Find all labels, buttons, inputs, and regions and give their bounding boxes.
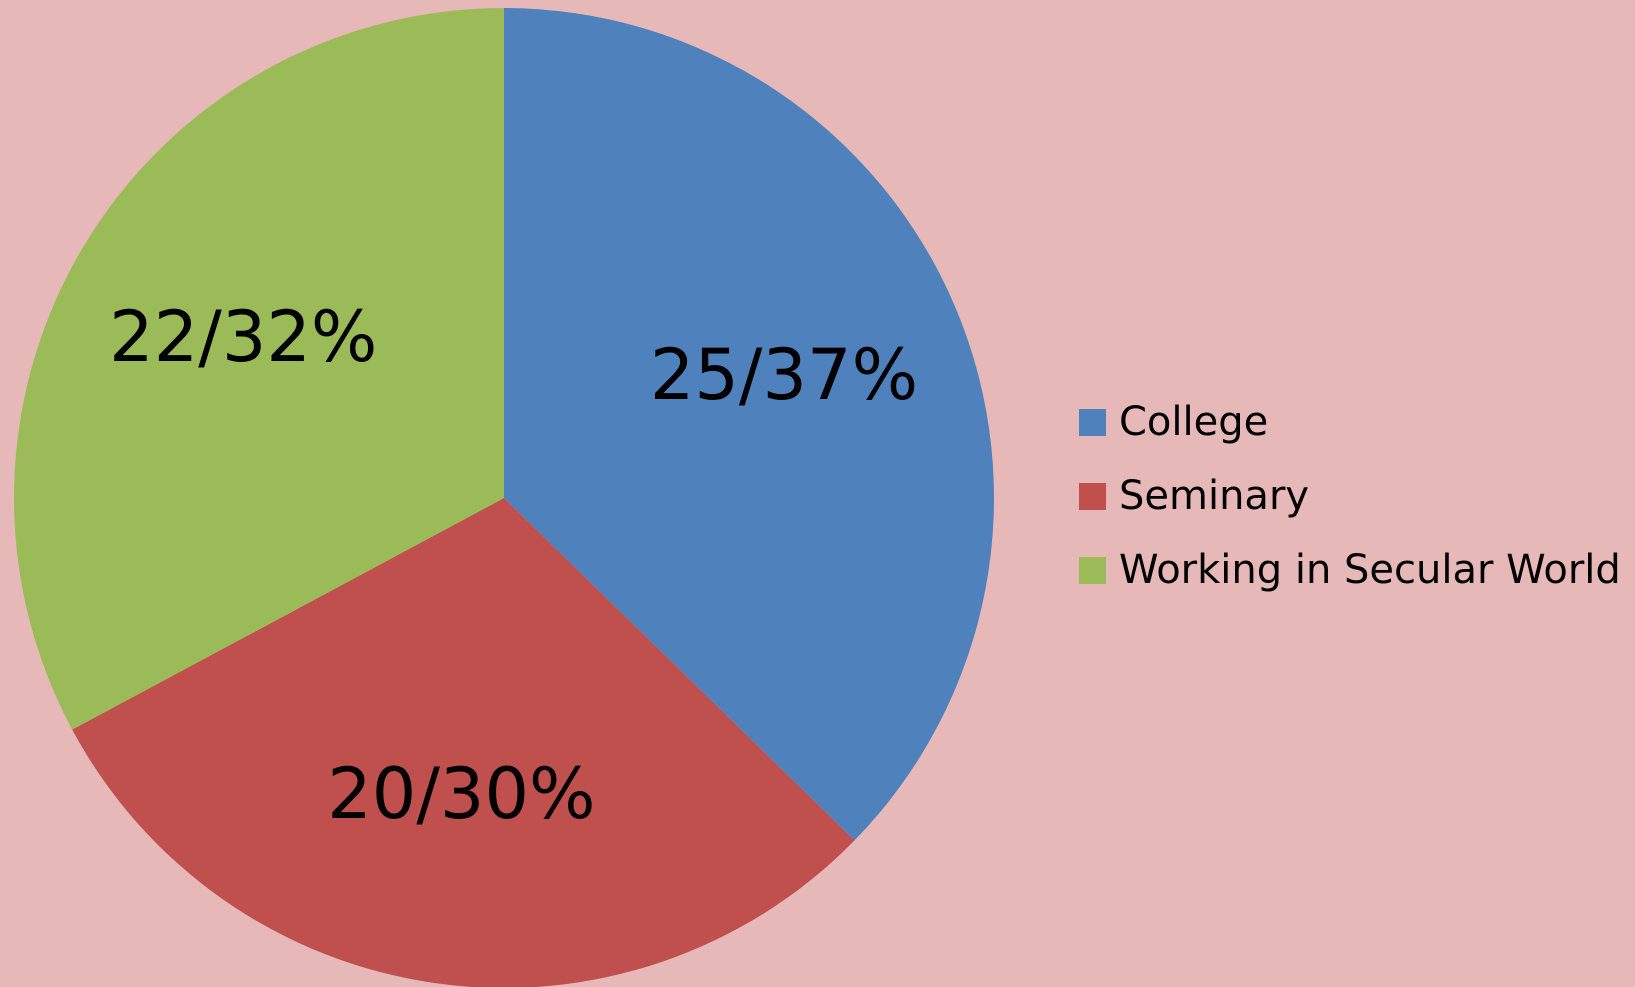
data-label: 22/32%	[109, 296, 377, 378]
pie-slice	[13, 8, 504, 730]
data-label: 25/37%	[650, 334, 918, 416]
legend-swatch	[1079, 483, 1106, 510]
pie-slice	[72, 498, 855, 987]
legend-swatch	[1079, 557, 1106, 584]
legend-label: Working in Secular World	[1119, 547, 1621, 593]
pie-slice	[504, 8, 994, 841]
data-label: 20/30%	[327, 753, 595, 835]
legend-label: College	[1119, 399, 1268, 445]
legend-swatch	[1079, 409, 1106, 436]
legend-label: Seminary	[1119, 473, 1309, 519]
